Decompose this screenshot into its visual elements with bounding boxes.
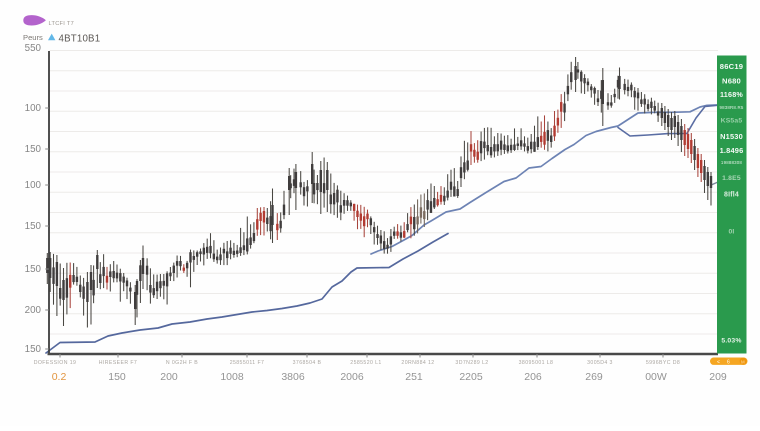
svg-text:DOFESSION 19: DOFESSION 19 xyxy=(34,360,77,366)
svg-text:1.8E5: 1.8E5 xyxy=(722,175,741,182)
svg-text:LTCFI T7: LTCFI T7 xyxy=(49,21,75,27)
svg-text:19888308: 19888308 xyxy=(721,160,742,165)
svg-text:150: 150 xyxy=(25,264,42,275)
svg-text:KS5a5: KS5a5 xyxy=(721,117,743,124)
svg-text:N680: N680 xyxy=(722,77,741,86)
svg-text:1168%: 1168% xyxy=(720,90,743,99)
svg-text:8Ifl4: 8Ifl4 xyxy=(724,192,739,199)
svg-text:3768504 B: 3768504 B xyxy=(293,360,322,366)
svg-text:200: 200 xyxy=(160,371,178,383)
svg-text:M: M xyxy=(741,359,745,364)
svg-text:150: 150 xyxy=(108,371,126,383)
svg-text:00W: 00W xyxy=(645,371,667,383)
svg-text:6: 6 xyxy=(727,359,730,365)
svg-text:25855011 F7: 25855011 F7 xyxy=(230,360,265,366)
svg-text:4BT10B1: 4BT10B1 xyxy=(59,34,101,45)
svg-text:206: 206 xyxy=(524,371,542,383)
svg-text:0I: 0I xyxy=(728,229,734,236)
svg-text:100: 100 xyxy=(25,180,42,191)
svg-text:3D7N289 L2: 3D7N289 L2 xyxy=(455,360,488,366)
svg-text:1008: 1008 xyxy=(220,371,244,383)
svg-text:209: 209 xyxy=(709,371,727,383)
svg-text:251: 251 xyxy=(405,371,423,383)
svg-text:150: 150 xyxy=(25,344,42,355)
svg-text:3005D4 3: 3005D4 3 xyxy=(587,360,613,366)
svg-text:3806: 3806 xyxy=(281,371,305,383)
svg-text:100: 100 xyxy=(25,103,42,114)
svg-text:2205: 2205 xyxy=(459,371,483,383)
svg-text:Peurs: Peurs xyxy=(23,33,43,42)
svg-text:269: 269 xyxy=(585,371,603,383)
svg-text:150: 150 xyxy=(25,221,42,232)
svg-text:HIRESEER F7: HIRESEER F7 xyxy=(99,360,137,366)
svg-text:2585520 L1: 2585520 L1 xyxy=(350,360,381,366)
svg-text:550: 550 xyxy=(25,43,42,54)
svg-text:200: 200 xyxy=(25,305,42,316)
svg-text:9838R8.R5: 9838R8.R5 xyxy=(719,105,743,110)
svg-text:2006: 2006 xyxy=(340,371,364,383)
svg-text:38095001 L8: 38095001 L8 xyxy=(519,360,554,366)
svg-text:5996BYC D8: 5996BYC D8 xyxy=(646,360,680,366)
svg-text:1.8496: 1.8496 xyxy=(720,146,744,155)
svg-text:20RN884 12: 20RN884 12 xyxy=(401,360,434,366)
svg-text:5.03%: 5.03% xyxy=(721,338,741,345)
svg-text:150: 150 xyxy=(25,144,42,155)
svg-text:N 0G2H F B: N 0G2H F B xyxy=(166,360,198,366)
svg-text:N1530: N1530 xyxy=(720,132,743,141)
svg-text:0.2: 0.2 xyxy=(52,371,67,383)
svg-text:<: < xyxy=(717,359,720,365)
svg-text:86C19: 86C19 xyxy=(720,62,743,71)
